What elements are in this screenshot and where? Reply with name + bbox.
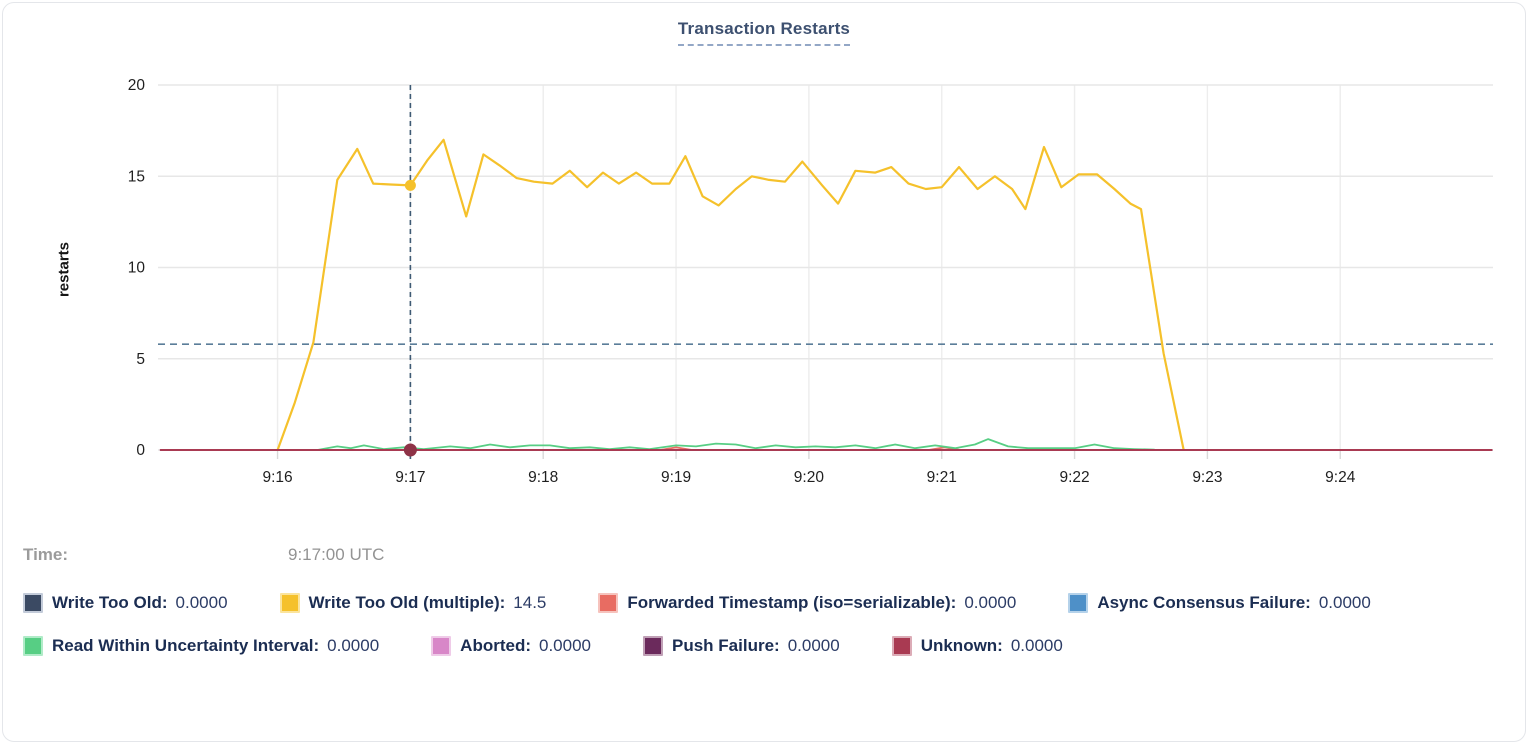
legend-value: 0.0000 [539,636,591,655]
legend-swatch [23,636,43,656]
crosshair-dot [403,443,417,457]
hover-time-row: Time: 9:17:00 UTC [3,545,1525,565]
legend-value: 0.0000 [175,593,228,612]
y-tick-label: 5 [136,351,145,368]
x-tick-label: 9:19 [661,469,691,486]
legend-value: 0.0000 [1318,593,1371,612]
legend-value: 14.5 [513,593,547,612]
x-tick-label: 9:16 [262,469,292,486]
legend-item[interactable]: Write Too Old (multiple): 14.5 [279,593,547,613]
x-tick-label: 9:21 [927,469,957,486]
chart-legend: Write Too Old: 0.0000 Write Too Old (multi… [3,593,1525,656]
legend-swatch [643,636,663,656]
y-tick-label: 10 [128,260,146,277]
series-line [316,438,1156,451]
legend-item[interactable]: Push Failure: 0.0000 [643,636,840,656]
x-tick-label: 9:24 [1325,469,1356,486]
crosshair-dot [404,179,416,191]
chart-title[interactable]: Transaction Restarts [677,19,851,46]
legend-value: 0.0000 [964,593,1017,612]
legend-label: Forwarded Timestamp (iso=serializable): [627,593,957,612]
legend-swatch [891,636,912,656]
legend-label: Write Too Old: [52,593,168,612]
time-value: 9:17:00 UTC [288,545,385,564]
legend-label: Unknown: [920,636,1003,655]
y-tick-label: 0 [136,442,145,459]
legend-swatch [23,593,43,613]
legend-item[interactable]: Async Consensus Failure: 0.0000 [1068,593,1371,613]
y-axis-title: restarts [55,241,73,298]
legend-swatch [598,593,619,613]
legend-item[interactable]: Write Too Old: 0.0000 [23,593,228,613]
title-row: Transaction Restarts [3,19,1525,53]
legend-swatch [431,636,452,656]
x-tick-label: 9:23 [1192,469,1222,486]
x-tick-label: 9:20 [794,469,825,486]
series-line [276,138,1185,452]
x-tick-label: 9:18 [528,469,558,486]
y-tick-label: 20 [128,77,146,94]
x-tick-label: 9:17 [395,469,425,486]
y-tick-label: 15 [128,168,145,185]
legend-item[interactable]: Aborted: 0.0000 [431,636,591,656]
x-tick-label: 9:22 [1059,469,1089,486]
legend-value: 0.0000 [1010,636,1063,655]
legend-value: 0.0000 [787,636,840,655]
time-label: Time: [23,545,69,564]
chart-area[interactable]: 9:16 9:17 9:18 9:19 9:20 9:21 9:22 9:23 9:24 0 5 10… [3,57,1526,519]
legend-swatch [279,593,300,613]
legend-item[interactable]: Read Within Uncertainty Interval: 0.0000 [23,636,379,656]
legend-label: Aborted: [460,636,531,655]
legend-label: Read Within Uncertainty Interval: [52,636,320,655]
legend-label: Write Too Old (multiple): [308,593,506,612]
legend-swatch [1068,593,1089,613]
legend-item[interactable]: Unknown: 0.0000 [891,636,1063,656]
legend-value: 0.0000 [327,636,380,655]
legend-label: Async Consensus Failure: [1097,593,1311,612]
legend-item[interactable]: Forwarded Timestamp (iso=serializable): 0… [598,593,1016,613]
restarts-line-chart[interactable]: 9:16 9:17 9:18 9:19 9:20 9:21 9:22 9:23 9:24 0 5 10… [3,57,1526,519]
legend-label: Push Failure: [672,636,780,655]
